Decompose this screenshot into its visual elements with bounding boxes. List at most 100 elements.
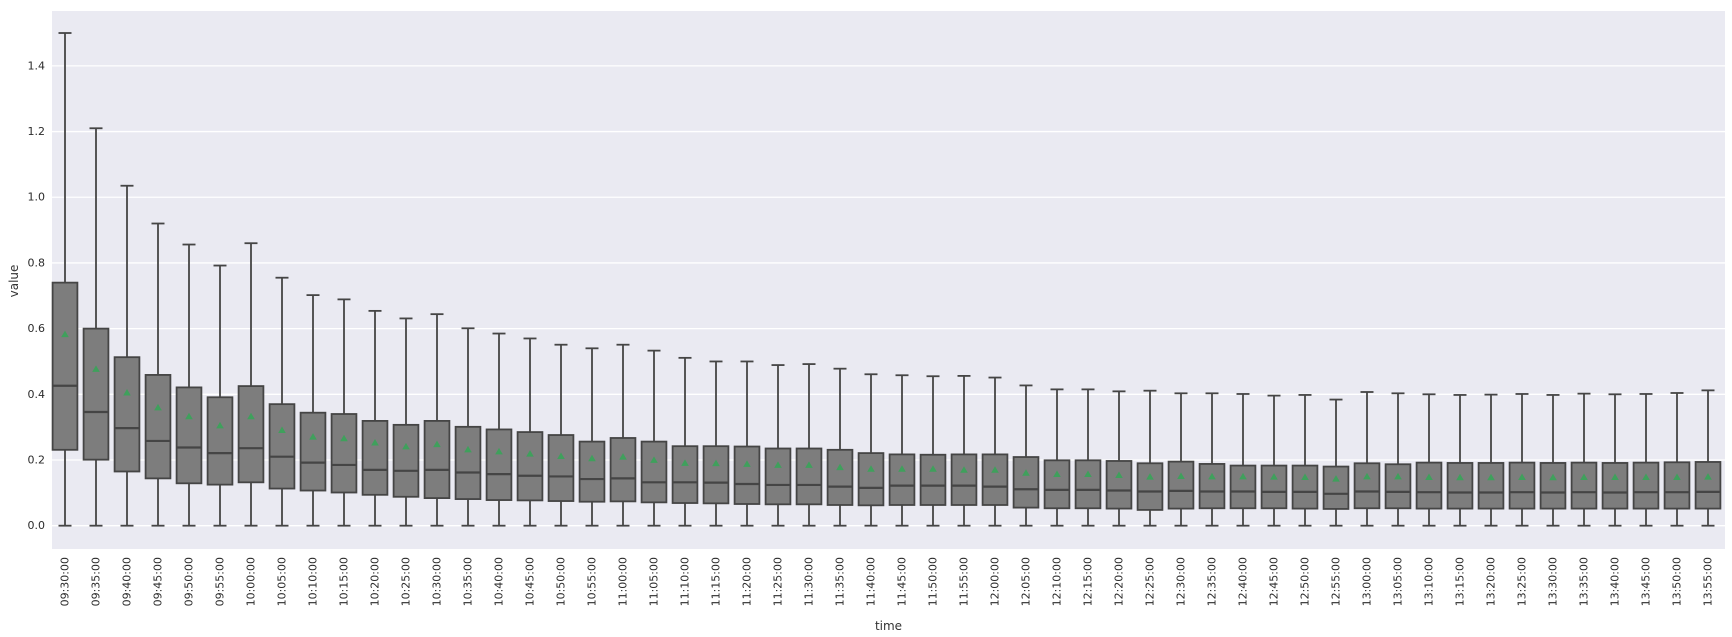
y-tick-label: 1.0	[28, 191, 46, 204]
box	[144, 374, 172, 480]
mean-marker	[681, 459, 689, 466]
mean-marker	[1642, 473, 1650, 480]
x-tick-label: 12:40:00	[1237, 557, 1250, 606]
mean-marker	[1673, 473, 1681, 480]
mean-marker	[61, 330, 69, 338]
mean-marker	[1270, 473, 1278, 480]
box	[175, 386, 203, 485]
mean-marker	[1580, 473, 1588, 480]
x-tick-label: 13:50:00	[1671, 557, 1684, 606]
mean-marker	[92, 365, 100, 372]
mean-marker	[898, 465, 906, 472]
box	[1322, 465, 1350, 510]
box	[1043, 459, 1071, 510]
box	[1167, 460, 1195, 510]
box	[702, 445, 730, 505]
x-tick-label: 09:35:00	[90, 557, 103, 606]
mean-marker	[216, 421, 224, 429]
box	[1539, 462, 1567, 510]
box	[1384, 463, 1412, 510]
mean-marker	[805, 461, 813, 468]
x-tick-label: 09:50:00	[183, 557, 196, 606]
x-tick-label: 11:05:00	[648, 557, 661, 606]
mean-marker	[929, 465, 937, 472]
y-tick-label: 0.4	[28, 388, 46, 401]
box	[113, 356, 141, 473]
x-tick-label: 11:40:00	[865, 557, 878, 606]
box	[547, 434, 575, 502]
box	[268, 403, 296, 490]
mean-marker	[464, 445, 472, 453]
mean-marker	[433, 440, 441, 448]
x-tick-label: 13:40:00	[1609, 557, 1622, 606]
mean-marker	[278, 426, 286, 434]
box	[1291, 464, 1319, 510]
x-tick-label: 13:30:00	[1547, 557, 1560, 606]
box	[1074, 459, 1102, 510]
x-tick-label: 11:30:00	[803, 557, 816, 606]
mean-marker	[123, 389, 131, 396]
x-tick-label: 12:50:00	[1299, 557, 1312, 606]
box	[1229, 464, 1257, 510]
x-tick-label: 10:00:00	[245, 557, 258, 606]
box	[1632, 461, 1660, 510]
mean-marker	[650, 456, 658, 463]
mean-marker	[1177, 472, 1185, 479]
box	[423, 420, 451, 499]
mean-marker	[495, 447, 503, 455]
x-tick-label: 11:55:00	[958, 557, 971, 606]
x-tick-label: 13:15:00	[1454, 557, 1467, 606]
mean-marker	[309, 433, 317, 440]
mean-marker	[1084, 470, 1092, 478]
x-tick-label: 12:30:00	[1175, 557, 1188, 606]
x-tick-label: 13:35:00	[1578, 557, 1591, 606]
y-tick-label: 0.2	[28, 453, 46, 466]
x-tick-label: 12:00:00	[989, 557, 1002, 606]
x-tick-label: 11:25:00	[772, 557, 785, 606]
mean-marker	[402, 442, 410, 450]
x-axis-title: time	[874, 619, 903, 633]
mean-marker	[1704, 473, 1712, 480]
y-axis-title: value	[7, 264, 21, 298]
box	[82, 327, 110, 461]
x-tick-label: 10:55:00	[586, 557, 599, 606]
box	[1353, 462, 1381, 510]
box	[1260, 464, 1288, 510]
x-tick-label: 12:55:00	[1330, 557, 1343, 606]
box	[1508, 461, 1536, 510]
x-tick-label: 13:25:00	[1516, 557, 1529, 606]
mean-marker	[960, 466, 968, 473]
box	[206, 396, 234, 486]
x-tick-label: 10:50:00	[555, 557, 568, 606]
mean-marker	[867, 465, 875, 472]
mean-marker	[1332, 475, 1340, 482]
box	[1694, 461, 1722, 510]
box	[1198, 463, 1226, 510]
box	[919, 453, 947, 506]
box	[454, 425, 482, 500]
mean-marker	[1115, 471, 1123, 478]
x-tick-label: 10:25:00	[400, 557, 413, 606]
mean-marker	[588, 454, 596, 462]
mean-marker	[1611, 473, 1619, 480]
box	[1105, 460, 1133, 510]
mean-marker	[1394, 472, 1402, 480]
box	[981, 453, 1009, 506]
mean-marker	[712, 459, 720, 467]
mean-marker	[557, 452, 565, 459]
box	[1415, 461, 1443, 510]
mean-marker	[1022, 469, 1030, 476]
x-tick-label: 10:20:00	[369, 557, 382, 606]
box	[640, 440, 668, 504]
box	[826, 448, 854, 506]
box	[609, 437, 637, 503]
box	[1601, 462, 1629, 510]
x-tick-label: 11:35:00	[834, 557, 847, 606]
x-tick-label: 13:55:00	[1702, 557, 1715, 606]
box	[392, 423, 420, 498]
mean-marker	[1146, 473, 1154, 480]
box	[671, 445, 699, 504]
x-tick-label: 11:00:00	[617, 557, 630, 606]
mean-marker	[743, 460, 751, 467]
